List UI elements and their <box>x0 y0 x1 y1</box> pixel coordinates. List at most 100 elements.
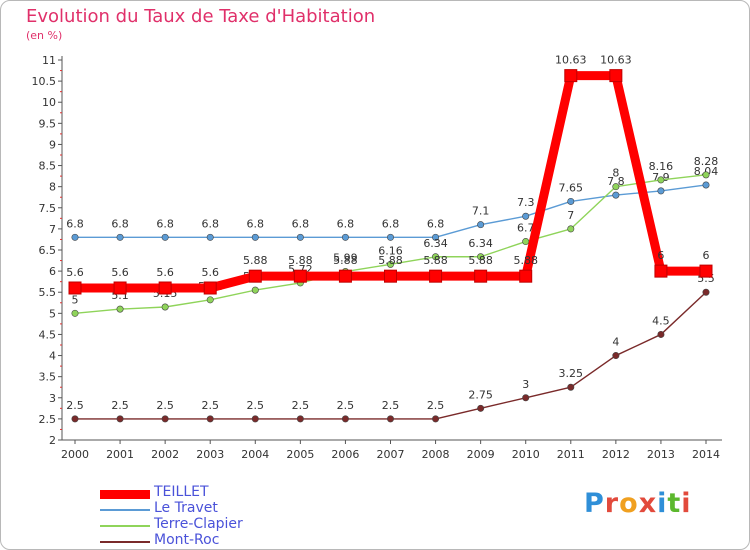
data-label: 6 <box>657 249 664 262</box>
y-tick-label: 10 <box>42 96 56 109</box>
data-point <box>386 233 394 241</box>
data-label: 7.65 <box>559 181 584 194</box>
data-label: 8.16 <box>649 160 674 173</box>
data-label: 2.5 <box>292 399 310 412</box>
data-point <box>474 269 488 283</box>
data-label: 6.8 <box>201 217 219 230</box>
data-label: 8.28 <box>694 155 719 168</box>
data-point <box>293 269 307 283</box>
x-tick-label: 2008 <box>422 448 450 461</box>
data-label: 5.88 <box>423 254 448 267</box>
y-tick-label: 6 <box>49 265 56 278</box>
y-tick-label: 3.5 <box>39 371 57 384</box>
data-point <box>522 394 530 402</box>
logo-letter: r <box>604 488 620 519</box>
data-point <box>657 330 665 338</box>
y-tick-label: 5 <box>49 307 56 320</box>
data-point <box>116 415 124 423</box>
data-label: 2.5 <box>111 399 129 412</box>
y-tick-label: 2.5 <box>39 413 57 426</box>
data-point <box>113 281 127 295</box>
y-tick-label: 8.5 <box>39 160 57 173</box>
logo-letter: o <box>619 488 639 519</box>
data-point <box>71 309 79 317</box>
data-label: 6.8 <box>66 217 84 230</box>
data-label: 2.5 <box>156 399 174 412</box>
data-point <box>567 197 575 205</box>
legend-label: Mont-Roc <box>154 532 220 548</box>
y-tick-label: 9 <box>49 138 56 151</box>
data-label: 5.6 <box>156 266 174 279</box>
data-point <box>338 269 352 283</box>
y-tick-label: 3 <box>49 392 56 405</box>
x-tick-label: 2009 <box>467 448 495 461</box>
data-point <box>477 221 485 229</box>
x-tick-label: 2011 <box>557 448 585 461</box>
data-point <box>341 233 349 241</box>
data-point <box>116 305 124 313</box>
data-point <box>702 288 710 296</box>
data-point <box>296 233 304 241</box>
y-tick-label: 8 <box>49 181 56 194</box>
data-point <box>206 415 214 423</box>
data-point <box>206 233 214 241</box>
data-point <box>71 233 79 241</box>
x-tick-label: 2012 <box>602 448 630 461</box>
data-point <box>341 415 349 423</box>
data-label: 3 <box>522 378 529 391</box>
data-point <box>248 269 262 283</box>
data-point <box>519 269 533 283</box>
data-point <box>477 253 485 261</box>
y-tick-label: 4 <box>49 350 56 363</box>
data-point <box>522 238 530 246</box>
legend-label: Le Travet <box>154 500 218 516</box>
data-point <box>296 415 304 423</box>
x-tick-label: 2014 <box>692 448 720 461</box>
data-point <box>206 296 214 304</box>
data-point <box>429 269 443 283</box>
legend-swatch <box>100 509 150 511</box>
data-point <box>657 176 665 184</box>
data-point <box>522 212 530 220</box>
data-point <box>699 264 713 278</box>
data-label: 6.8 <box>382 217 400 230</box>
data-label: 5.99 <box>333 252 358 265</box>
y-tick-label: 5.5 <box>39 286 57 299</box>
data-label: 6.8 <box>337 217 355 230</box>
data-label: 2.5 <box>337 399 355 412</box>
data-label: 6.7 <box>517 222 535 235</box>
data-point <box>68 281 82 295</box>
data-point <box>116 233 124 241</box>
legend-swatch <box>100 489 150 499</box>
logo-letter: x <box>638 488 658 519</box>
data-point <box>432 415 440 423</box>
data-point <box>609 69 623 83</box>
data-label: 2.5 <box>201 399 219 412</box>
data-label: 6.8 <box>156 217 174 230</box>
x-tick-label: 2000 <box>61 448 89 461</box>
y-tick-label: 6.5 <box>39 244 57 257</box>
data-point <box>161 233 169 241</box>
data-point <box>612 183 620 191</box>
legend-swatch <box>100 525 150 527</box>
data-point <box>702 181 710 189</box>
legend-label: TEILLET <box>154 484 209 500</box>
data-label: 6.8 <box>247 217 265 230</box>
data-label: 4 <box>612 336 619 349</box>
data-label: 5.88 <box>468 254 493 267</box>
series-le-travet: 6.8 6.8 6.8 6.8 6.8 6.8 6.8 6.8 6.8 7.1 7.3 7.65 7.8… <box>66 165 718 241</box>
data-label: 5.6 <box>201 266 219 279</box>
x-tick-label: 2004 <box>241 448 269 461</box>
series-teillet: 5.6 5.6 5.6 5.6 5.88 5.88 5.88 5.88 5.88 5.88 5.88… <box>66 54 713 295</box>
data-label: 10.63 <box>555 54 587 67</box>
x-tick-label: 2007 <box>377 448 405 461</box>
data-label: 7.3 <box>517 196 535 209</box>
logo-letter: i <box>657 488 668 519</box>
chart-title: Evolution du Taux de Taxe d'Habitation <box>26 6 376 27</box>
data-point <box>612 352 620 360</box>
data-label: 5 <box>72 293 79 306</box>
data-point <box>432 253 440 261</box>
y-tick-label: 2 <box>49 434 56 447</box>
x-tick-label: 2002 <box>151 448 179 461</box>
data-label: 6.8 <box>427 217 445 230</box>
